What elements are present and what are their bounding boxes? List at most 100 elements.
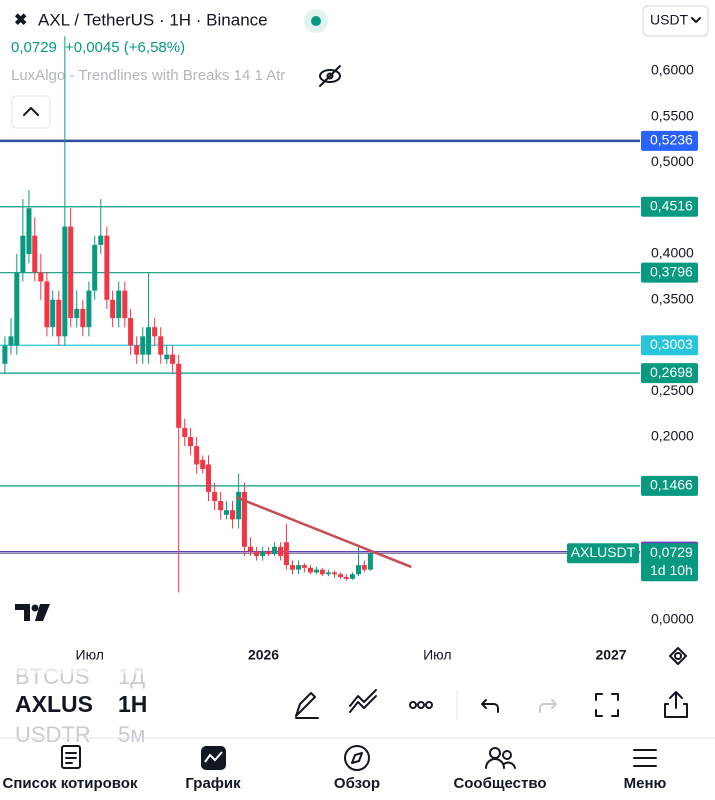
x-tick-label: Июл bbox=[76, 647, 104, 663]
redo[interactable] bbox=[539, 699, 557, 713]
candle-body bbox=[152, 327, 158, 337]
price-label: 0,5236 bbox=[650, 132, 693, 148]
candle-body bbox=[265, 551, 271, 555]
chart: 0,6000 0,5500 0,5000 0,4000 0,3500 0,2500 0,20… bbox=[0, 36, 698, 663]
candle-body bbox=[349, 574, 355, 579]
y-tick-label: 0,5000 bbox=[651, 153, 694, 169]
candle-body bbox=[194, 446, 200, 465]
price-label-bg bbox=[641, 543, 698, 582]
nav-overview[interactable]: Обзор bbox=[334, 745, 380, 792]
settings-icon[interactable] bbox=[669, 647, 687, 665]
candle-body bbox=[241, 491, 247, 547]
candle-body bbox=[92, 244, 98, 291]
draw-tool[interactable] bbox=[295, 692, 319, 719]
candle-body bbox=[32, 235, 38, 273]
candle-body bbox=[325, 572, 331, 575]
candle-body bbox=[176, 363, 182, 428]
candle-body bbox=[206, 464, 212, 492]
candle-body bbox=[2, 345, 8, 364]
candle-body bbox=[8, 336, 14, 346]
candle-body bbox=[122, 290, 128, 319]
symbol-label: AXLUSDT bbox=[571, 544, 636, 560]
y-tick-label: 0,4000 bbox=[651, 245, 694, 261]
candle-body bbox=[86, 290, 92, 328]
candle-body bbox=[20, 235, 26, 273]
candle-body bbox=[247, 546, 253, 552]
symbol: AXLUS bbox=[15, 691, 93, 717]
nav-label: Обзор bbox=[334, 775, 380, 792]
share[interactable] bbox=[664, 691, 688, 718]
fade bbox=[0, 666, 190, 674]
candle-body bbox=[110, 299, 116, 319]
indicator-name: LuxAlgo - Trendlines with Breaks 14 1 At… bbox=[11, 67, 285, 84]
candle-body bbox=[236, 491, 242, 520]
candle-body bbox=[367, 553, 373, 570]
symbol-label-bg bbox=[567, 543, 639, 564]
nav-menu[interactable]: Меню bbox=[624, 749, 667, 792]
currency-select[interactable]: USDT bbox=[642, 5, 709, 37]
candle-body bbox=[104, 235, 110, 300]
symbol: USDTR bbox=[15, 722, 91, 747]
symbol-icon: ✖ bbox=[14, 12, 27, 29]
interval: 1H bbox=[118, 691, 147, 717]
chart-title: AXL / TetherUS · 1H · Binance bbox=[38, 10, 268, 29]
candle-body bbox=[278, 546, 284, 556]
candle-body bbox=[170, 354, 176, 364]
candle-body bbox=[80, 308, 86, 328]
candle-body bbox=[212, 491, 218, 502]
x-tick-label: 2027 bbox=[595, 647, 626, 663]
candle-body bbox=[296, 565, 302, 570]
candle-body bbox=[26, 208, 32, 254]
candle-body bbox=[272, 546, 278, 555]
y-tick-label: 0,6000 bbox=[651, 62, 694, 78]
candle-body bbox=[283, 542, 289, 566]
status-dot bbox=[311, 16, 321, 26]
more-tools[interactable] bbox=[409, 701, 433, 709]
price-label: 0,2698 bbox=[650, 364, 693, 380]
candle-body bbox=[146, 327, 152, 355]
y-tick-label: 0,3500 bbox=[651, 290, 694, 306]
y-tick-label: 0,2000 bbox=[651, 428, 694, 444]
price-label-bg bbox=[641, 262, 698, 283]
price-label: 0,3796 bbox=[650, 263, 693, 279]
price-change: +0,0045 (+6,58%) bbox=[65, 39, 185, 56]
y-tick-label: 0,0000 bbox=[651, 611, 694, 627]
candle-body bbox=[98, 235, 104, 245]
collapse-button[interactable] bbox=[11, 95, 51, 129]
toolbar: BTCUS 1Д AXLUS 1H USDTR 5м bbox=[0, 664, 688, 747]
tv-logo bbox=[15, 604, 50, 621]
candle-body bbox=[307, 567, 313, 573]
candle-body bbox=[223, 510, 229, 515]
symbol-switcher[interactable]: BTCUS 1Д AXLUS 1H USDTR 5м bbox=[15, 664, 147, 747]
candle-body bbox=[319, 569, 325, 575]
nav-community[interactable]: Сообщество bbox=[453, 747, 547, 792]
nav-label: Меню bbox=[624, 775, 667, 792]
candle-body bbox=[301, 565, 307, 568]
price-label: 0,0729 bbox=[650, 544, 693, 560]
candle-body bbox=[182, 427, 188, 437]
candle-body bbox=[314, 569, 320, 573]
nav-watchlist[interactable]: Список котировок bbox=[3, 745, 138, 792]
candle-body bbox=[134, 345, 140, 355]
hide-icon[interactable] bbox=[319, 65, 341, 87]
fullscreen[interactable] bbox=[595, 693, 619, 717]
candle-body bbox=[356, 565, 362, 575]
x-tick-label: Июл bbox=[423, 647, 451, 663]
candle-body bbox=[164, 354, 170, 360]
nav-chart[interactable]: График bbox=[185, 746, 241, 792]
price-label: 0,3003 bbox=[650, 336, 693, 352]
candle-body bbox=[128, 318, 134, 346]
interval: 5м bbox=[118, 722, 145, 747]
candle-body bbox=[331, 572, 337, 575]
candle-body bbox=[56, 299, 62, 337]
price-label-bg bbox=[641, 130, 698, 151]
trend-tool[interactable] bbox=[349, 689, 377, 713]
last-price: 0,0729 bbox=[11, 39, 57, 56]
candle-body bbox=[38, 272, 44, 282]
price-label-bg bbox=[641, 475, 698, 496]
undo[interactable] bbox=[481, 699, 499, 713]
candle-body bbox=[289, 565, 295, 570]
candle-body bbox=[74, 308, 80, 319]
currency: USDT bbox=[650, 12, 689, 28]
